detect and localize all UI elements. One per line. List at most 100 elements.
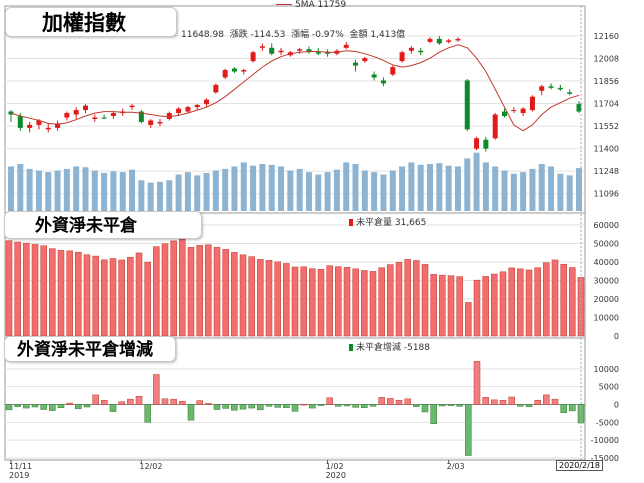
oi-bar [265,260,273,337]
volume-bar [296,168,303,211]
oi-change-bar [213,404,221,410]
candle-body [269,47,275,54]
candle-body [567,92,573,94]
oi-change-bar [335,404,342,407]
oi-bar [118,259,125,337]
volume-bar [361,170,368,211]
candle-body [110,113,116,117]
change-value: -114.53 [250,30,286,40]
oi-bar [525,269,533,337]
volume-bar [212,170,219,211]
volume-bar [82,167,89,211]
volume-bar [73,166,80,211]
oi-bar [473,279,481,337]
oi-change-bar [352,404,359,408]
y-tick-label: 12160 [594,32,619,41]
oi-bar [239,254,247,337]
oi-bar [551,259,559,337]
cursor-date: 2020/2/18 [556,460,604,471]
oi-bar [387,264,394,337]
chg-legend-swatch [349,344,353,351]
oi-bar [421,264,429,337]
volume-bar [566,175,573,211]
panel-frame [4,337,586,461]
oi-bar [343,267,351,337]
volume-bar [417,164,424,211]
candle-body [8,111,14,115]
candle-body [27,124,33,128]
oi-bar [508,267,515,337]
oi-bar [465,302,472,337]
oi-change-bar [118,401,125,405]
candle-body [185,107,191,112]
x-tick-line2: 2019 [9,471,30,480]
candle-body [204,99,210,105]
volume-bar [194,175,201,211]
y-tick-label: 0 [614,332,619,341]
oi-change-bar [387,398,394,405]
candle-body [362,58,368,62]
volume-bar [529,168,536,211]
oi-change-bar [75,404,82,410]
oi-bar [309,268,316,337]
oi-bar [57,250,65,337]
oi-bar [170,240,177,337]
volume-bar [427,164,434,211]
oi-bar [135,252,143,337]
candle-body [278,50,284,53]
y-tick-label: 11400 [594,145,619,154]
y-tick-label: 10000 [594,365,619,374]
candle-body [576,104,582,112]
y-tick-label: 11856 [594,77,619,86]
volume-bar [454,166,461,211]
oi-bar [31,244,39,337]
oi-bar [66,250,73,337]
candle-body [399,52,405,62]
oi-change-bar [66,402,73,405]
candle-body [82,105,88,111]
candle-body [73,110,79,115]
candle-body [194,104,200,108]
oi-change-bar [239,404,247,410]
oi-change-bar [447,404,455,406]
oi-bar [413,260,420,337]
volume-bar [473,152,480,211]
volume-bar [557,173,564,211]
y-tick-label: 20000 [594,295,619,304]
sma-legend: 5MA 11759 [276,0,346,10]
oi-bar [369,271,377,337]
oi-change-bar [291,404,299,412]
volume-bar [287,170,294,211]
volume-bar [268,164,275,211]
oi-change-bar [170,398,177,405]
volume-bar [54,170,61,211]
oi-bar [153,246,160,337]
volume-bar [278,166,285,211]
volume-bar [305,172,312,211]
y-tick-label: 11704 [594,100,619,109]
volume-bar [175,174,182,211]
oi-change-bar [222,404,229,409]
oi-legend-swatch [349,219,353,226]
oi-change-bar [326,397,333,405]
amount-label: 金額 [349,30,368,40]
candle-body [259,46,265,48]
volume-bar [464,158,471,211]
candle-body [45,127,51,130]
oi-legend-label: 未平倉量 31,665 [356,218,427,228]
oi-change-title: 外資淨未平倉增減 [4,336,176,362]
oi-change-bar [109,404,117,412]
volume-bar [408,162,415,211]
volume-bar [510,173,517,211]
oi-change-bar [525,404,533,407]
candle-body [148,120,154,125]
y-tick-label: 11552 [594,122,619,131]
candle-body [436,38,442,44]
index-title: 加權指數 [5,7,177,37]
x-tick-label: 2/03 [447,462,465,471]
oi-bar [499,271,507,337]
oi-change-bar [49,404,56,411]
oi-change-bar [378,397,385,405]
oi-bar [213,247,221,337]
